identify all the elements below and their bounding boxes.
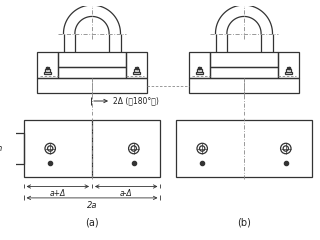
Bar <box>189 52 210 78</box>
Text: 2a: 2a <box>87 201 97 210</box>
Bar <box>198 67 201 69</box>
Bar <box>135 67 138 69</box>
Text: (b): (b) <box>237 217 251 227</box>
Bar <box>37 78 147 93</box>
Bar <box>287 67 290 69</box>
Bar <box>58 52 126 67</box>
Bar <box>45 69 50 72</box>
Bar <box>58 67 126 78</box>
Bar <box>278 52 299 78</box>
Bar <box>134 69 139 72</box>
Bar <box>133 72 140 74</box>
Bar <box>286 69 291 72</box>
Bar <box>210 52 278 67</box>
Bar <box>176 120 312 177</box>
Bar <box>46 67 49 69</box>
Bar <box>189 78 299 93</box>
Bar <box>210 67 278 78</box>
Text: a-Δ: a-Δ <box>120 189 132 198</box>
Text: a+Δ: a+Δ <box>50 189 66 198</box>
Bar <box>37 52 58 78</box>
Bar <box>196 72 203 74</box>
Bar <box>285 72 292 74</box>
Bar <box>12 133 24 164</box>
Bar <box>24 120 160 177</box>
Text: 2Δ (转180°时): 2Δ (转180°时) <box>113 96 159 106</box>
Text: (a): (a) <box>85 217 99 227</box>
Bar <box>126 52 147 78</box>
Text: h: h <box>0 144 2 153</box>
Bar <box>197 69 202 72</box>
Bar <box>44 72 51 74</box>
